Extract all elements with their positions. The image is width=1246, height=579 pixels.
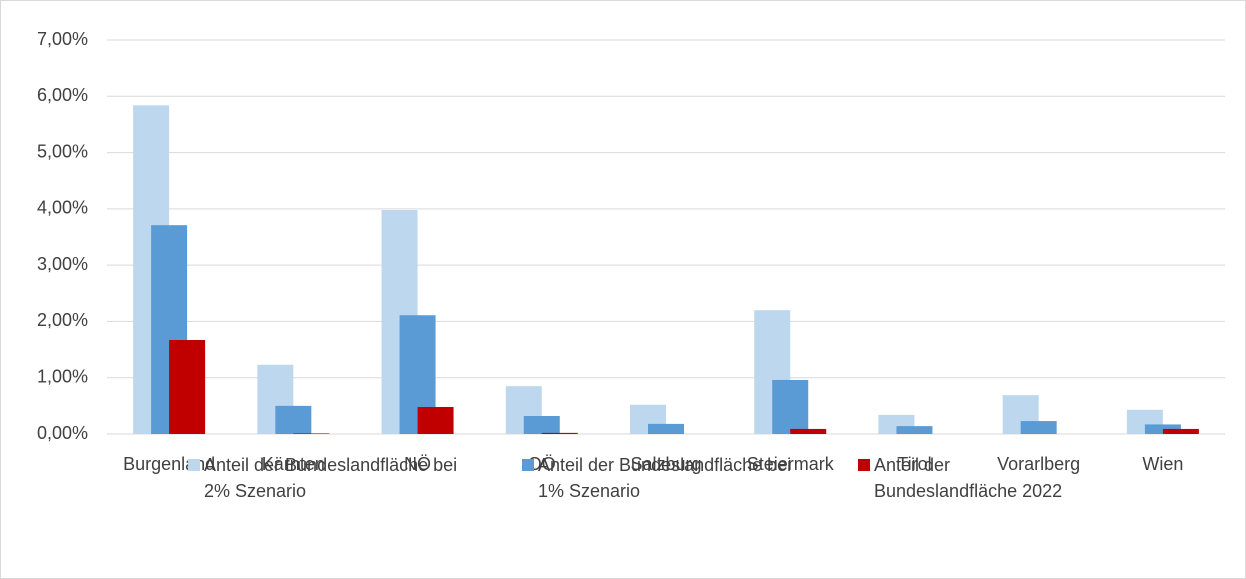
legend-swatch [858,459,870,471]
bar [648,423,684,434]
bar [1162,428,1199,434]
y-tick-label: 6,00% [37,85,88,105]
bar [417,406,454,434]
y-tick-label: 0,00% [37,423,88,443]
legend-item: Anteil der Bundeslandfläche 2022 [858,452,1088,504]
bar [1020,421,1057,434]
y-tick-label: 4,00% [37,198,88,218]
legend-swatch [188,459,200,471]
x-tick-label: Vorarlberg [997,454,1080,474]
bar [293,433,330,434]
y-tick-label: 5,00% [37,141,88,161]
x-tick-label: Steiermark [747,454,835,474]
y-tick-label: 7,00% [37,29,88,49]
x-tick-label: Salzburg [630,454,701,474]
x-tick-label: OÖ [528,454,556,474]
bar [772,379,809,434]
y-tick-label: 1,00% [37,366,88,386]
y-tick-label: 3,00% [37,254,88,274]
bar [790,428,827,434]
legend-label: Anteil der Bundeslandfläche bei 2% Szena… [204,455,458,501]
bar [275,405,312,434]
legend-item: Anteil der Bundeslandfläche bei 2% Szena… [188,452,468,504]
x-tick-label: Kärnten [262,454,325,474]
bar [541,432,578,434]
x-tick-label: NÖ [404,454,431,474]
x-tick-label: Tirol [897,454,931,474]
bar [896,426,933,434]
y-tick-label: 2,00% [37,310,88,330]
bar [169,340,206,434]
x-tick-label: Wien [1142,454,1183,474]
legend-item: Anteil der Bundeslandfläche bei 1% Szena… [522,452,802,504]
legend-swatch [522,459,534,471]
bar [523,415,560,434]
legend-label: Anteil der Bundeslandfläche 2022 [874,455,1063,501]
legend-label: Anteil der Bundeslandfläche bei 1% Szena… [538,455,792,501]
